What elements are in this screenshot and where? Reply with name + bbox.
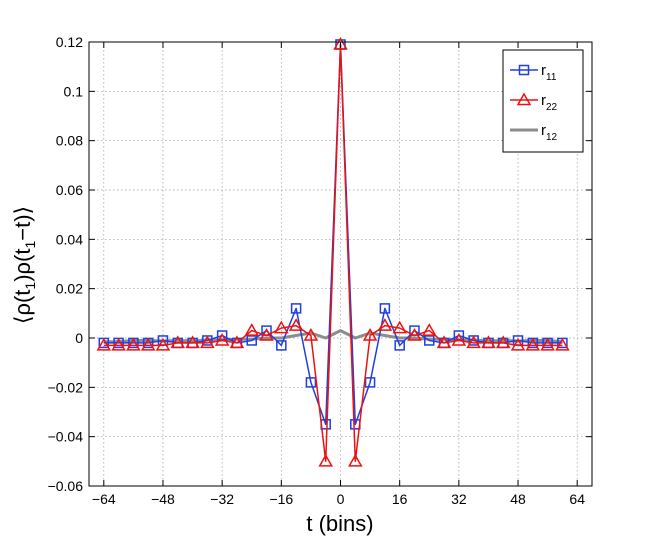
legend-box [502,49,584,153]
data-point-r11 [364,377,376,388]
legend-marker [516,92,532,106]
data-point-r22 [244,323,260,336]
data-point-r11 [246,335,257,346]
data-point-r22 [525,337,541,351]
series-r22 [96,36,570,467]
y-tick-label: 0.02 [56,281,83,297]
y-tick-label: 0.04 [56,231,83,247]
axis-ticks: −64 −48 −32 −16 0 16 32 48 64 −0.06 −0.04 −0.02 0 0.0… [48,34,592,507]
legend-label: r11 [541,62,557,83]
data-point-r22 [96,337,112,351]
x-tick-label: 32 [451,491,467,507]
legend-marker [518,64,530,76]
x-tick-label: 16 [392,491,408,507]
y-tick-label: 0.12 [56,34,83,50]
data-point-r22 [185,335,200,349]
data-point-r22 [229,335,245,349]
data-point-r11 [379,303,391,314]
data-point-r22 [111,337,126,351]
y-label-part-b: )ρ(t [10,249,35,282]
y-tick-label: 0.08 [56,133,83,149]
data-point-r22 [333,36,348,50]
data-point-r22 [466,335,481,349]
y-tick-label: 0.06 [56,182,83,198]
y-tick-label: 0 [75,330,83,346]
data-point-r22 [274,320,289,334]
data-point-r22 [155,337,171,351]
data-point-r22 [348,453,363,467]
y-tick-label: −0.02 [48,379,84,395]
x-tick-label: −32 [210,491,234,507]
data-point-r22 [377,318,393,331]
y-tick-label: 0.1 [64,83,84,99]
data-point-r22 [392,320,407,334]
x-tick-label: 48 [510,491,526,507]
data-point-r22 [481,335,496,349]
legend-entry-r22: r22 [510,92,558,113]
legend-entry-r11: r11 [510,62,557,83]
y-axis-label: ⟨ρ(t1)ρ(t1−t)⟩ [10,206,38,324]
legend: r11 r22 r12 [502,49,584,153]
data-point-r22 [303,328,319,341]
y-label-sub-b: 1 [22,241,38,249]
x-axis-label: t (bins) [306,511,373,536]
data-point-r22 [288,318,304,331]
data-point-r11 [276,340,287,351]
data-point-r22 [170,335,186,349]
data-point-r22 [451,332,467,346]
data-point-r22 [510,337,526,351]
y-label-part-c: −t)⟩ [10,206,35,241]
data-point-r22 [318,453,333,467]
legend-label: r22 [541,92,558,113]
y-tick-label: −0.04 [48,429,84,445]
data-point-r22 [362,328,378,341]
data-point-r22 [495,335,511,349]
data-point-r11 [305,377,317,388]
data-point-r22 [407,328,422,341]
x-tick-label: −48 [151,491,175,507]
x-tick-label: −16 [269,491,293,507]
series-line-r22 [103,43,563,463]
data-point-r22 [259,328,274,341]
legend-label: r12 [541,122,558,143]
data-point-r11 [424,335,435,346]
data-point-r11 [290,303,302,314]
data-point-r22 [140,337,156,351]
data-point-r11 [394,340,405,351]
y-label-part-a: ⟨ρ(t [10,290,35,325]
data-point-r22 [214,332,230,346]
data-point-r22 [421,323,437,336]
legend-entry-r12: r12 [510,122,558,143]
x-tick-label: 0 [337,491,345,507]
x-tick-label: 64 [569,491,585,507]
data-point-r22 [126,337,141,351]
y-label-sub-a: 1 [22,282,38,290]
data-point-r22 [436,335,452,349]
y-tick-label: −0.06 [48,478,84,494]
data-point-r22 [200,335,215,349]
x-tick-label: −64 [92,491,116,507]
data-point-r22 [555,337,570,351]
series-layer [96,36,570,467]
data-point-r22 [540,337,555,351]
